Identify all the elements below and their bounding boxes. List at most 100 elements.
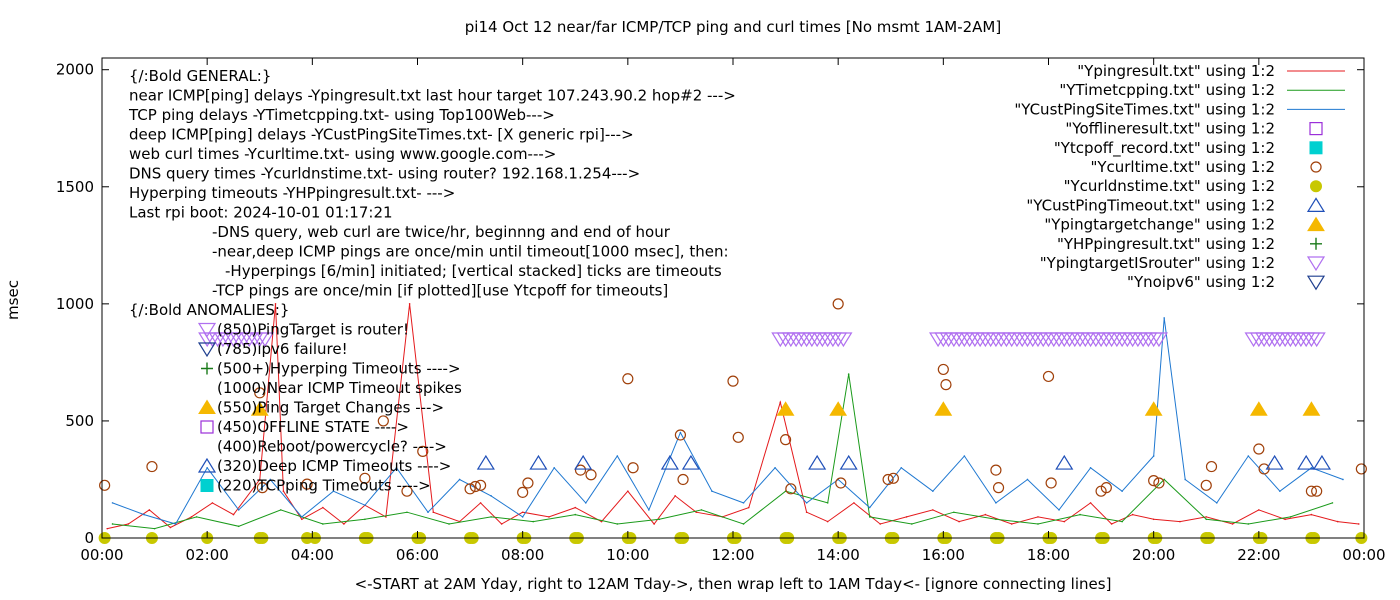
series-1-point <box>406 511 408 514</box>
series-2-point <box>111 502 114 504</box>
legend-swatch <box>1310 161 1322 173</box>
series-10-marker <box>1255 332 1274 348</box>
series-5-marker <box>301 478 313 490</box>
series-1-point <box>658 518 661 521</box>
series-0-point <box>805 511 808 514</box>
series-10-marker <box>1060 332 1079 348</box>
annotation-line: Hyperping timeouts -YHPpingresult.txt- -… <box>129 184 455 202</box>
series-0-point <box>301 518 303 521</box>
series-0-point <box>853 502 855 504</box>
annotation-line: Last rpi boot: 2024-10-01 01:17:21 <box>129 204 393 222</box>
series-7-marker <box>574 454 593 470</box>
series-10-marker <box>971 332 990 348</box>
series-0-point <box>1010 523 1013 525</box>
series-2-point <box>269 478 272 481</box>
series-7-marker <box>839 454 858 470</box>
series-2-point <box>1058 509 1060 511</box>
series-8-marker <box>1302 401 1321 416</box>
series-5-marker <box>832 298 844 310</box>
series-2-point <box>553 466 556 469</box>
series-1-point <box>1247 523 1250 525</box>
series-2-point <box>143 513 145 516</box>
series-1-point <box>574 513 577 516</box>
x-tick-label: 18:00 <box>1027 546 1070 564</box>
anomaly-marker <box>197 342 217 358</box>
axes: 00:00 02:00 04:00 06:00 08:00 10:00 12:00 14:00… <box>56 58 1386 564</box>
legend-swatch <box>1310 180 1322 193</box>
series-2-point <box>900 466 903 469</box>
series-10-marker <box>1118 332 1137 348</box>
series-0-point <box>826 520 829 523</box>
series-7-marker <box>1312 454 1332 470</box>
series-10-marker <box>1270 332 1289 348</box>
series-1-point <box>700 509 703 511</box>
series-5-marker <box>377 415 389 427</box>
series-10-marker <box>1092 332 1111 348</box>
x-tick-label: 00:00 <box>80 546 123 564</box>
annotation-line: (785)ipv6 failure! <box>217 340 348 358</box>
annotation-line: (400)Reboot/powercycle? ----> <box>217 438 447 456</box>
series-5-marker <box>940 379 952 391</box>
legend-swatch <box>1310 237 1322 250</box>
series-10-marker <box>1081 332 1100 348</box>
series-5-marker <box>464 483 476 495</box>
x-tick-label: 12:00 <box>711 546 754 564</box>
series-5-marker <box>627 462 639 474</box>
legend-label: "YCustPingSiteTimes.txt" using 1:2 <box>1014 100 1275 118</box>
series-5-marker <box>1205 460 1218 473</box>
series-0-point <box>169 526 172 529</box>
y-tick-label: 0 <box>84 529 94 547</box>
anomaly-marker <box>198 399 216 414</box>
series-0-point <box>779 401 782 403</box>
series-8-marker <box>776 401 795 416</box>
anomaly-marker <box>197 457 217 473</box>
series-5-marker <box>401 485 413 497</box>
series-0-point <box>674 495 676 497</box>
series-0-point <box>1089 502 1092 504</box>
series-0-point <box>1205 516 1208 518</box>
series-2-point <box>616 455 619 457</box>
annotation-line: deep ICMP[ping] delays -YCustPingSiteTim… <box>129 126 634 144</box>
series-10-marker <box>1276 332 1295 348</box>
series-10-marker <box>960 332 979 348</box>
series-0-point <box>600 520 603 523</box>
series-5-marker <box>992 482 1005 494</box>
series-1-point <box>1289 516 1292 518</box>
series-10-marker <box>1107 332 1126 348</box>
annotation-line: {/:Bold ANOMALIES:} <box>129 301 289 319</box>
anomaly-marker <box>200 420 214 434</box>
series-10-marker <box>965 332 984 348</box>
series-1-point <box>1037 523 1039 525</box>
series-0-point <box>432 511 435 514</box>
series-7-marker <box>529 454 548 470</box>
series-10-marker <box>1070 332 1090 348</box>
series-2-point <box>427 511 429 514</box>
series-5-marker <box>475 479 487 491</box>
series-0-point <box>232 513 235 516</box>
series-2-point <box>1342 478 1344 481</box>
series-2-point <box>711 490 713 492</box>
series-10-marker <box>929 332 948 348</box>
series-5-marker <box>937 363 949 376</box>
annotation-line: -DNS query, web curl are twice/hr, begin… <box>212 223 671 241</box>
series-0-point <box>190 516 193 518</box>
series-5-marker <box>779 434 792 446</box>
series-0-point <box>1310 513 1313 516</box>
series-0-point <box>627 490 629 492</box>
series-1-point <box>195 516 198 518</box>
series-10-marker <box>1097 332 1116 348</box>
x-tick-label: 10:00 <box>606 546 649 564</box>
plot-area <box>98 298 1368 544</box>
series-1-point <box>910 523 913 525</box>
x-tick-label: 00:00 <box>1342 546 1385 564</box>
legend-label: "Ycurldnstime.txt" using 1:2 <box>1064 177 1275 195</box>
series-10-marker <box>1286 332 1305 348</box>
legend-label: "YCustPingTimeout.txt" using 1:2 <box>1026 196 1275 214</box>
legend-swatch <box>1309 141 1323 155</box>
series-0-point <box>695 511 697 514</box>
series-2-point <box>1215 502 1218 504</box>
series-7-marker <box>808 454 827 470</box>
series-1-point <box>995 518 997 521</box>
series-10-marker <box>1034 332 1053 348</box>
